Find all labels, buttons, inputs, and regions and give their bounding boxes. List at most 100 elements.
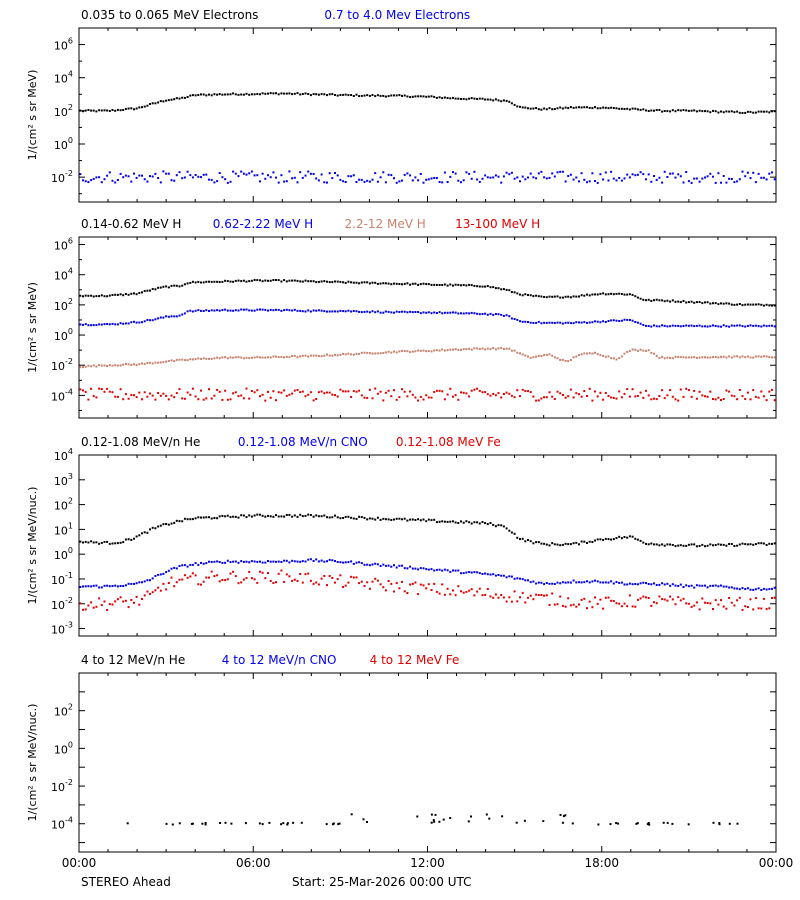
data-point [106, 174, 109, 177]
data-point [567, 175, 570, 177]
data-point [315, 398, 318, 400]
data-point [90, 585, 93, 588]
data-point [556, 171, 559, 174]
data-point [502, 393, 505, 395]
data-point [591, 107, 594, 110]
data-point [221, 561, 224, 564]
data-point [248, 280, 251, 283]
data-point [344, 353, 347, 356]
data-point [309, 172, 312, 175]
data-point [202, 173, 205, 176]
data-point [384, 391, 387, 394]
y-tick-label: 10-4 [51, 816, 73, 832]
data-point [368, 352, 371, 355]
data-point [175, 392, 178, 395]
data-point [159, 286, 162, 289]
data-point [267, 174, 269, 177]
legend-entry: 0.14-0.62 MeV H [81, 217, 181, 231]
series-2 [79, 346, 776, 369]
data-point [283, 389, 286, 392]
data-point [216, 560, 219, 563]
data-point [250, 577, 253, 580]
data-point [108, 294, 111, 297]
data-point [382, 282, 385, 285]
data-point [682, 356, 685, 359]
data-point [460, 348, 462, 351]
data-point [336, 561, 339, 563]
data-point [162, 572, 165, 575]
data-point [165, 315, 168, 318]
data-point [234, 356, 237, 359]
data-point [352, 353, 355, 356]
data-point [542, 820, 545, 823]
data-point [671, 324, 674, 327]
data-point [299, 280, 302, 283]
data-point [159, 394, 162, 397]
data-point [674, 324, 677, 327]
data-point [283, 180, 286, 183]
data-point [175, 315, 178, 318]
data-point [462, 97, 465, 100]
data-point [596, 580, 599, 583]
data-point [162, 392, 165, 395]
data-point [218, 93, 221, 96]
series-1 [79, 170, 776, 184]
data-point [205, 357, 208, 360]
data-point [288, 356, 291, 359]
data-point [674, 110, 677, 113]
data-point [508, 596, 511, 599]
data-point [583, 390, 586, 392]
data-point [489, 394, 492, 397]
data-point [165, 394, 168, 397]
data-point [738, 588, 741, 591]
data-point [157, 525, 160, 528]
data-point [234, 575, 237, 578]
data-point [738, 111, 741, 114]
data-point [537, 108, 540, 111]
data-point [497, 347, 500, 350]
data-point [237, 175, 240, 178]
y-tick-label: 104 [54, 267, 73, 283]
data-point [725, 607, 728, 610]
data-point [194, 94, 197, 97]
data-point [133, 394, 135, 397]
data-point [234, 93, 237, 96]
y-tick-label: 100 [54, 740, 73, 756]
data-point [135, 293, 138, 296]
data-point [513, 590, 516, 593]
data-point [749, 543, 752, 546]
data-point [596, 353, 599, 356]
data-point [561, 604, 564, 607]
data-point [376, 180, 379, 183]
data-point [285, 573, 288, 576]
data-point [138, 534, 141, 537]
data-point [505, 314, 508, 317]
data-point [666, 821, 669, 824]
data-point [82, 179, 84, 182]
data-point [438, 820, 441, 823]
data-point [502, 175, 505, 178]
data-point [572, 542, 575, 545]
data-point [387, 518, 390, 521]
data-point [615, 602, 618, 605]
data-point [626, 583, 629, 586]
data-point [701, 356, 704, 359]
data-point [401, 349, 403, 352]
data-point [242, 514, 245, 517]
data-point [277, 356, 280, 359]
data-point [414, 581, 417, 584]
data-point [564, 605, 567, 608]
data-point [141, 598, 143, 600]
data-point [706, 602, 709, 604]
data-point [486, 393, 489, 396]
data-point [210, 94, 213, 97]
data-point [757, 355, 760, 358]
data-point [250, 515, 253, 518]
data-point [768, 356, 771, 358]
data-point [229, 398, 232, 401]
data-point [540, 542, 543, 545]
data-point [403, 567, 406, 570]
data-point [293, 578, 296, 581]
data-point [760, 607, 763, 610]
data-point [677, 355, 680, 358]
